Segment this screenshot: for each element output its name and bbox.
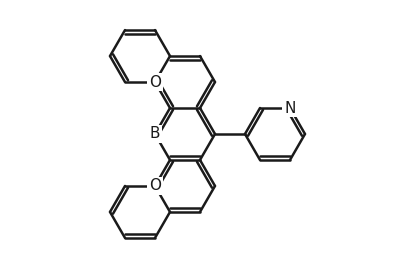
Text: B: B — [150, 126, 160, 142]
Text: O: O — [149, 75, 161, 90]
Text: O: O — [149, 178, 161, 193]
Text: N: N — [284, 100, 296, 116]
